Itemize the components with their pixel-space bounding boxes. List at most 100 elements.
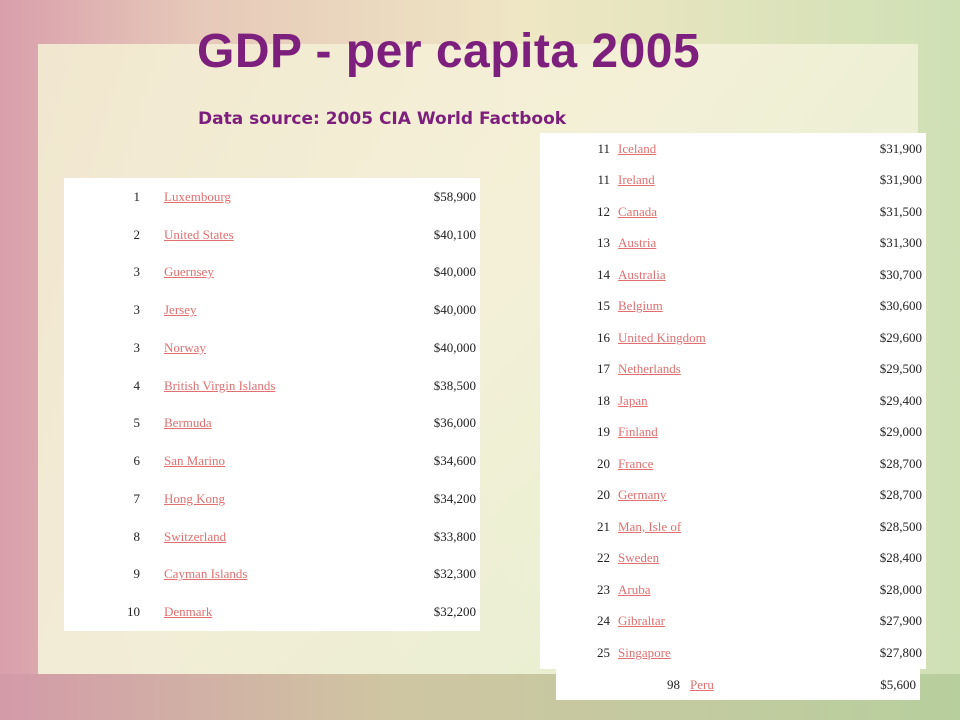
country-link[interactable]: Austria xyxy=(618,235,657,251)
country-cell: Bermuda xyxy=(144,405,389,443)
rank-cell: 8 xyxy=(133,528,141,544)
country-link[interactable]: Man, Isle of xyxy=(618,518,682,534)
gdp-value-cell: $29,000 xyxy=(879,424,922,440)
gdp-value-cell: $34,600 xyxy=(433,453,476,469)
gdp-value-cell: $32,200 xyxy=(433,604,476,620)
country-link[interactable]: Sweden xyxy=(618,550,660,566)
country-link[interactable]: United States xyxy=(164,226,234,242)
table-row: 16 United Kingdom $29,600 xyxy=(540,322,926,354)
country-link[interactable]: Jersey xyxy=(164,302,197,318)
country-link[interactable]: Peru xyxy=(690,676,714,692)
rank-cell: 3 xyxy=(133,302,141,318)
rank-cell: 15 xyxy=(597,298,610,314)
country-link[interactable]: Germany xyxy=(618,487,667,503)
rank-cell: 5 xyxy=(133,415,141,431)
country-cell: Germany xyxy=(614,480,819,512)
gdp-value-cell: $34,200 xyxy=(433,490,476,506)
country-cell: Singapore xyxy=(614,637,819,669)
country-link[interactable]: Iceland xyxy=(618,140,657,156)
country-cell: Iceland xyxy=(614,133,819,165)
country-link[interactable]: Switzerland xyxy=(164,528,227,544)
country-link[interactable]: Cayman Islands xyxy=(164,566,248,582)
country-link[interactable]: Japan xyxy=(618,392,648,408)
gdp-table-extra: 98 Peru $5,600 xyxy=(556,669,920,700)
country-link[interactable]: Belgium xyxy=(618,298,663,314)
table-row: 11 Ireland $31,900 xyxy=(540,165,926,197)
country-link[interactable]: San Marino xyxy=(164,453,226,469)
country-link[interactable]: Hong Kong xyxy=(164,490,226,506)
country-link[interactable]: Finland xyxy=(618,424,658,440)
gdp-value-cell: $31,900 xyxy=(879,140,922,156)
country-cell: Hong Kong xyxy=(144,480,389,518)
table-row: 25 Singapore $27,800 xyxy=(540,637,926,669)
table-row: 98 Peru $5,600 xyxy=(556,669,920,700)
country-cell: Japan xyxy=(614,385,819,417)
rank-cell: 20 xyxy=(597,487,610,503)
country-link[interactable]: Australia xyxy=(618,266,666,282)
table-row: 13 Austria $31,300 xyxy=(540,228,926,260)
gdp-table-left-body: 1 Luxembourg $58,900 2 United States $40,100 3… xyxy=(64,178,480,631)
rank-cell: 11 xyxy=(597,172,610,188)
country-cell: Finland xyxy=(614,417,819,449)
country-cell: United Kingdom xyxy=(614,322,819,354)
table-row: 8 Switzerland $33,800 xyxy=(64,518,480,556)
table-row: 11 Iceland $31,900 xyxy=(540,133,926,165)
country-cell: Sweden xyxy=(614,543,819,575)
country-link[interactable]: British Virgin Islands xyxy=(164,377,276,393)
country-cell: Cayman Islands xyxy=(144,556,389,594)
rank-cell: 20 xyxy=(597,455,610,471)
gdp-value-cell: $29,400 xyxy=(879,392,922,408)
gdp-value-cell: $40,000 xyxy=(433,302,476,318)
rank-cell: 7 xyxy=(133,490,141,506)
country-link[interactable]: Gibraltar xyxy=(618,613,665,629)
country-link[interactable]: Canada xyxy=(618,203,657,219)
country-link[interactable]: Netherlands xyxy=(618,361,681,377)
table-row: 20 Germany $28,700 xyxy=(540,480,926,512)
table-row: 12 Canada $31,500 xyxy=(540,196,926,228)
gdp-value-cell: $31,900 xyxy=(879,172,922,188)
gdp-value-cell: $40,000 xyxy=(433,339,476,355)
gdp-value-cell: $28,500 xyxy=(879,518,922,534)
country-cell: Man, Isle of xyxy=(614,511,819,543)
country-cell: Austria xyxy=(614,228,819,260)
country-link[interactable]: Ireland xyxy=(618,172,655,188)
country-link[interactable]: Denmark xyxy=(164,604,213,620)
rank-cell: 1 xyxy=(133,188,141,204)
gdp-value-cell: $40,000 xyxy=(433,264,476,280)
country-link[interactable]: Norway xyxy=(164,339,206,355)
country-link[interactable]: United Kingdom xyxy=(618,329,706,345)
table-row: 23 Aruba $28,000 xyxy=(540,574,926,606)
gdp-value-cell: $28,400 xyxy=(879,550,922,566)
country-cell: Denmark xyxy=(144,593,389,631)
gdp-value-cell: $27,900 xyxy=(879,613,922,629)
country-link[interactable]: Singapore xyxy=(618,645,671,661)
gdp-table-right: 11 Iceland $31,900 11 Ireland $31,900 12 Canada… xyxy=(540,133,926,669)
table-row: 7 Hong Kong $34,200 xyxy=(64,480,480,518)
table-row: 6 San Marino $34,600 xyxy=(64,442,480,480)
table-row: 3 Guernsey $40,000 xyxy=(64,254,480,292)
gdp-table-left: 1 Luxembourg $58,900 2 United States $40,100 3… xyxy=(64,178,480,631)
gdp-value-cell: $29,500 xyxy=(879,361,922,377)
rank-cell: 4 xyxy=(133,377,141,393)
table-row: 22 Sweden $28,400 xyxy=(540,543,926,575)
country-link[interactable]: France xyxy=(618,455,654,471)
country-link[interactable]: Aruba xyxy=(618,581,651,597)
country-cell: Peru xyxy=(684,669,787,700)
country-link[interactable]: Luxembourg xyxy=(164,188,231,204)
gdp-value-cell: $40,100 xyxy=(433,226,476,242)
rank-cell: 12 xyxy=(597,203,610,219)
table-row: 9 Cayman Islands $32,300 xyxy=(64,556,480,594)
country-cell: Luxembourg xyxy=(144,178,389,216)
country-cell: United States xyxy=(144,216,389,254)
country-cell: Canada xyxy=(614,196,819,228)
rank-cell: 9 xyxy=(133,566,141,582)
slide-subtitle: Data source: 2005 CIA World Factbook xyxy=(198,109,567,129)
country-cell: British Virgin Islands xyxy=(144,367,389,405)
country-cell: Switzerland xyxy=(144,518,389,556)
table-row: 17 Netherlands $29,500 xyxy=(540,354,926,386)
country-cell: Gibraltar xyxy=(614,606,819,638)
country-link[interactable]: Guernsey xyxy=(164,264,214,280)
country-link[interactable]: Bermuda xyxy=(164,415,212,431)
slide-title: GDP - per capita 2005 xyxy=(197,25,701,78)
country-cell: Norway xyxy=(144,329,389,367)
